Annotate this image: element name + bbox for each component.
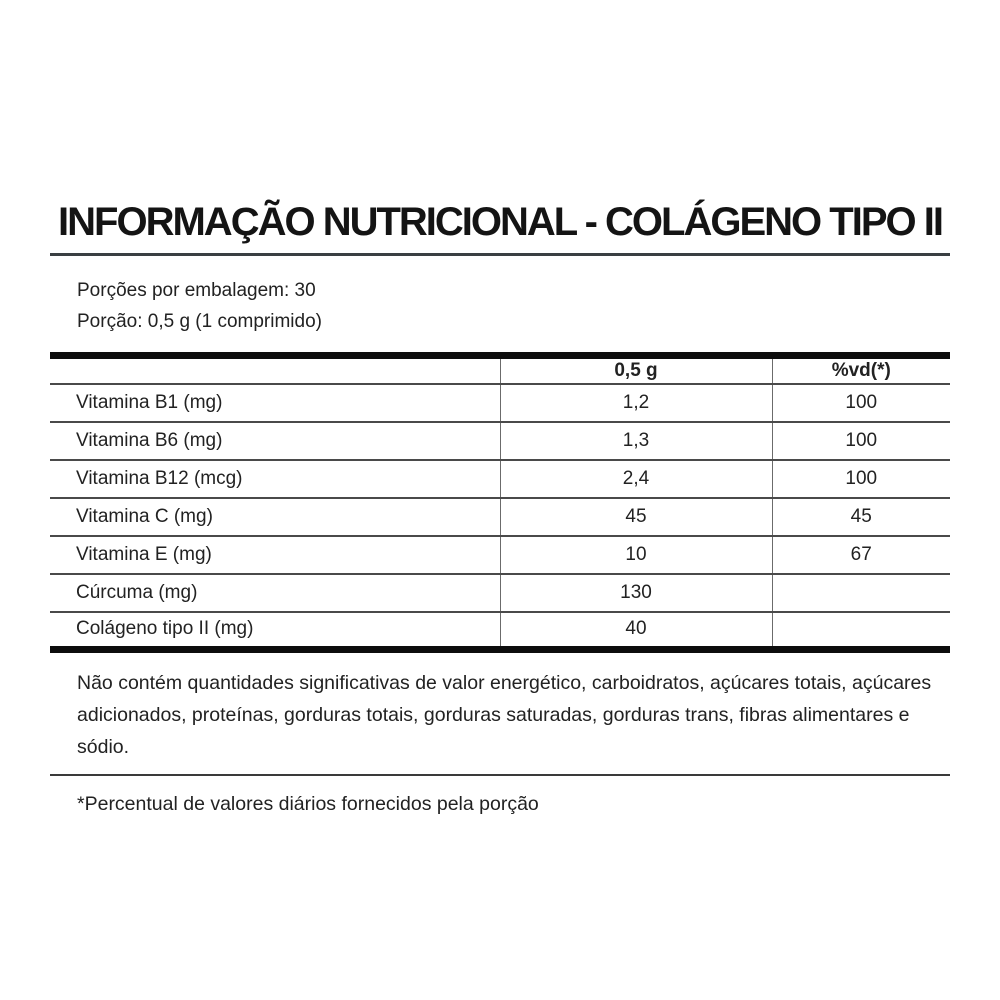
table-row: Vitamina B6 (mg) 1,3 100 [50, 421, 950, 461]
nutrient-name: Vitamina C (mg) [50, 497, 500, 537]
nutrition-table: 0,5 g %vd(*) Vitamina B1 (mg) 1,2 100 Vi… [50, 352, 950, 653]
table-row: Vitamina E (mg) 10 67 [50, 535, 950, 575]
nutrition-label: INFORMAÇÃO NUTRICIONAL - COLÁGENO TIPO I… [50, 0, 950, 816]
nutrient-name: Vitamina B6 (mg) [50, 421, 500, 461]
nutrient-amount: 45 [499, 497, 772, 537]
header-dv: %vd(*) [771, 355, 950, 385]
table-row: Colágeno tipo II (mg) 40 [50, 611, 950, 650]
nutrient-dv: 100 [771, 421, 950, 461]
page-title: INFORMAÇÃO NUTRICIONAL - COLÁGENO TIPO I… [58, 200, 944, 244]
serving-size: Porção: 0,5 g (1 comprimido) [77, 311, 322, 332]
servings-per-package: Porções por embalagem: 30 [77, 280, 316, 301]
nutrient-amount: 40 [499, 611, 772, 650]
nutrient-amount: 2,4 [499, 459, 772, 499]
table-row: Vitamina C (mg) 45 45 [50, 497, 950, 537]
footnote-divider [50, 774, 950, 776]
footnote-text: *Percentual de valores diários fornecido… [77, 793, 539, 815]
nutrient-dv: 45 [771, 497, 950, 537]
nutrient-name: Vitamina B12 (mcg) [50, 459, 500, 499]
nutrient-amount: 130 [499, 573, 772, 613]
nutrient-dv: 100 [771, 383, 950, 423]
serving-info: Porções por embalagem: 30 Porção: 0,5 g … [50, 275, 950, 337]
nutrient-amount: 1,3 [499, 421, 772, 461]
table-row: Vitamina B12 (mcg) 2,4 100 [50, 459, 950, 499]
nutrient-amount: 10 [499, 535, 772, 575]
nutrient-name: Cúrcuma (mg) [50, 573, 500, 613]
nutrient-dv [771, 611, 950, 650]
title-divider [50, 253, 950, 256]
header-amount: 0,5 g [499, 355, 772, 385]
nutrient-name: Colágeno tipo II (mg) [76, 618, 254, 640]
disclaimer-text: Não contém quantidades significativas de… [77, 672, 932, 758]
nutrient-dv [771, 573, 950, 613]
nutrient-name: Vitamina E (mg) [50, 535, 500, 575]
table-row: Vitamina B1 (mg) 1,2 100 [50, 383, 950, 423]
nutrient-dv: 100 [771, 459, 950, 499]
table-header-row: 0,5 g %vd(*) [50, 355, 950, 385]
nutrient-amount: 1,2 [499, 383, 772, 423]
nutrient-dv: 67 [771, 535, 950, 575]
table-row: Cúrcuma (mg) 130 [50, 573, 950, 613]
header-nutrient [50, 355, 500, 385]
nutrient-name: Vitamina B1 (mg) [50, 383, 500, 423]
